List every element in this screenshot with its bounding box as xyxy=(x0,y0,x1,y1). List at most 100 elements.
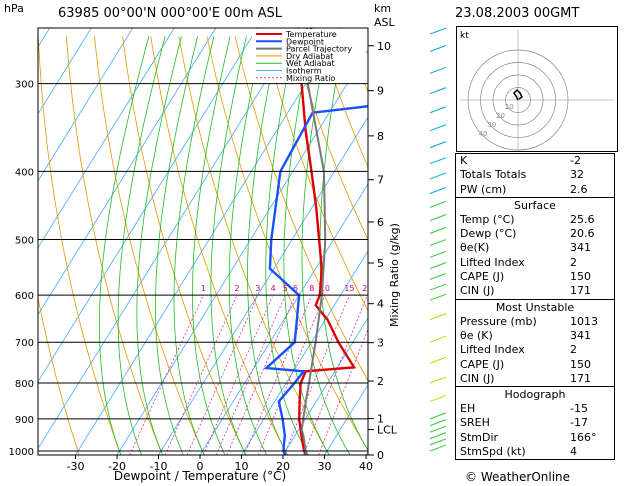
mixing-ratio-label: 6 xyxy=(293,284,298,293)
km-tick-label: 0 xyxy=(377,449,384,462)
dry-adiabat xyxy=(38,296,80,455)
wet-adiabat xyxy=(173,36,215,455)
wind-barb xyxy=(429,293,447,301)
isotherm xyxy=(199,183,368,455)
wind-barb xyxy=(429,45,447,52)
isotherm xyxy=(38,28,175,249)
wind-barb xyxy=(429,262,447,270)
index-row: CIN (J) 171 xyxy=(456,372,614,386)
isotherm xyxy=(116,49,368,455)
legend-label: Dewpoint xyxy=(286,37,324,46)
index-value: 4 xyxy=(570,445,577,459)
index-label: CAPE (J) xyxy=(460,357,505,371)
index-label: θe(K) xyxy=(460,241,490,255)
index-value: 171 xyxy=(570,371,591,385)
pressure-tick-label: 600 xyxy=(15,291,34,302)
index-row: Dewp (°C) 20.6 xyxy=(456,227,614,241)
wind-barb xyxy=(429,250,447,258)
index-row: Pressure (mb) 1013 xyxy=(456,315,614,329)
index-value: 20.6 xyxy=(570,227,595,241)
dry-adiabat xyxy=(291,36,368,241)
index-row: StmDir 166° xyxy=(456,431,614,445)
dry-adiabat xyxy=(234,36,368,382)
mixing-ratio-line xyxy=(186,296,258,455)
index-row: EH -15 xyxy=(456,402,614,416)
index-value: 341 xyxy=(570,241,591,255)
x-axis-title: Dewpoint / Temperature (°C) xyxy=(114,469,286,483)
dry-adiabat xyxy=(150,36,288,455)
most-unstable-indices: Pressure (mb) 1013 θe (K) 341 Lifted Index 2 C… xyxy=(456,315,614,386)
index-row: SREH -17 xyxy=(456,416,614,430)
index-label: CAPE (J) xyxy=(460,270,505,284)
asl-label: ASL xyxy=(374,16,395,29)
wind-barb xyxy=(429,239,447,247)
km-tick-label: 2 xyxy=(377,375,384,388)
isotherm xyxy=(38,28,300,450)
wet-adiabat xyxy=(247,36,288,455)
index-value: 2 xyxy=(570,255,577,269)
wind-barb xyxy=(429,394,447,402)
index-label: K xyxy=(460,154,468,167)
wind-barb xyxy=(429,106,447,114)
wind-barb xyxy=(429,356,447,364)
km-tick-label: 3 xyxy=(377,337,384,350)
series-temperature xyxy=(297,28,357,455)
dry-adiabat xyxy=(66,36,163,455)
wind-barb xyxy=(429,425,447,433)
mixing-ratio-label: 8 xyxy=(309,284,314,293)
wind-barb xyxy=(429,412,447,420)
wet-adiabat xyxy=(319,36,368,452)
dry-adiabat xyxy=(38,36,122,455)
wet-adiabat xyxy=(265,36,309,455)
km-tick-label: 9 xyxy=(377,85,384,98)
wind-barb xyxy=(429,187,447,194)
x-tick-label: 30 xyxy=(318,460,332,473)
index-row: PW (cm) 2.6 xyxy=(456,183,614,197)
dry-adiabat xyxy=(206,36,368,452)
hodograph-ring-label: 40 xyxy=(479,130,488,138)
wet-adiabat xyxy=(117,36,166,455)
x-tick-label: 20 xyxy=(276,460,290,473)
index-value: 341 xyxy=(570,328,591,342)
km-tick-label: 8 xyxy=(377,130,384,143)
wet-adiabat xyxy=(136,36,182,455)
legend-label: Isotherm xyxy=(286,67,322,76)
index-label: Temp (°C) xyxy=(460,212,515,226)
hpa-label: hPa xyxy=(4,2,24,15)
wind-barb xyxy=(429,124,447,132)
wind-barb xyxy=(429,66,447,74)
wind-barbs xyxy=(429,27,447,452)
pressure-tick-label: 500 xyxy=(15,236,34,247)
series-parcel-trajectory xyxy=(300,28,327,455)
mixing-ratio-label: 4 xyxy=(271,284,276,293)
mixing-ratio-label: 5 xyxy=(283,284,288,293)
station-title: 63985 00°00'N 000°00'E 00m ASL xyxy=(58,6,283,21)
index-label: StmDir xyxy=(460,430,499,444)
copyright: © WeatherOnline xyxy=(465,470,571,484)
km-label: km xyxy=(374,2,392,15)
index-value: 171 xyxy=(570,284,591,298)
index-row: CIN (J) 171 xyxy=(456,284,614,298)
pressure-tick-label: 1000 xyxy=(9,447,34,458)
index-label: CIN (J) xyxy=(460,371,495,385)
wet-adiabat xyxy=(228,36,268,455)
legend-label: Temperature xyxy=(285,30,337,39)
index-label: Totals Totals xyxy=(460,168,527,182)
isotherm xyxy=(38,28,134,182)
x-tick-label: 0 xyxy=(197,460,204,473)
mixing-ratio-line xyxy=(226,296,296,455)
general-indices: K -2 Totals Totals 32 PW (cm) 2.6 xyxy=(456,154,614,197)
mixing-ratio-label: 3 xyxy=(255,284,260,293)
index-label: SREH xyxy=(460,416,490,430)
mixing-ratio-label: 20 xyxy=(362,284,372,293)
index-value: -2 xyxy=(570,154,581,167)
legend-label: Dry Adiabat xyxy=(286,52,333,61)
wind-barb xyxy=(429,376,447,384)
legend-label: Mixing Ratio xyxy=(286,74,335,83)
mixing-ratio-label: 25 xyxy=(376,284,386,293)
isotherm xyxy=(241,250,368,455)
index-row: Totals Totals 32 xyxy=(456,168,614,182)
wind-barb xyxy=(429,87,447,95)
